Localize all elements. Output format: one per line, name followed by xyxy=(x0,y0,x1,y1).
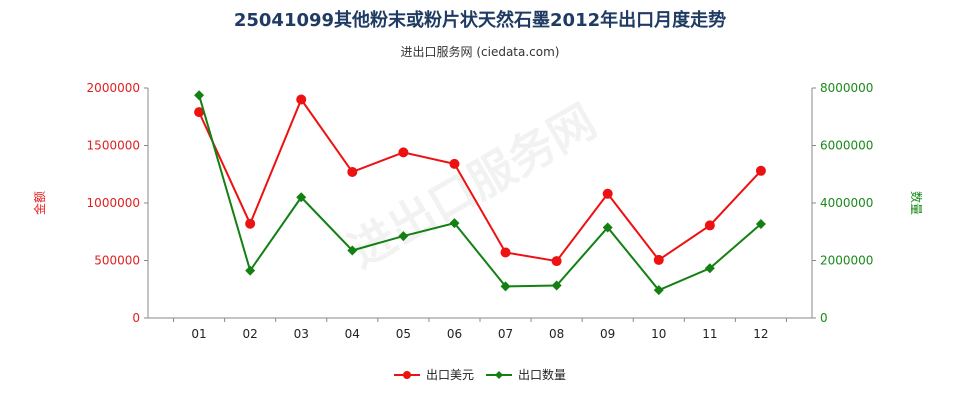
chart-subtitle: 进出口服务网 (ciedata.com) xyxy=(401,44,560,59)
legend: 出口美元 出口数量 xyxy=(394,367,566,382)
usd-point xyxy=(704,220,715,231)
usd-point xyxy=(500,247,511,258)
x-tick-label: 05 xyxy=(396,327,411,341)
usd-point xyxy=(296,94,307,105)
left-tick-label: 1500000 xyxy=(87,139,140,153)
legend-marker xyxy=(403,371,411,379)
x-tick-label: 10 xyxy=(651,327,666,341)
qty-point xyxy=(449,218,460,229)
qty-point xyxy=(296,192,307,203)
x-tick-label: 07 xyxy=(498,327,513,341)
left-tick-label: 2000000 xyxy=(87,81,140,95)
qty-point xyxy=(755,218,766,229)
chart-title: 25041099其他粉末或粉片状天然石墨2012年出口月度走势 xyxy=(234,9,726,31)
qty-point xyxy=(602,222,613,233)
left-axis-label: 金额 xyxy=(32,191,47,215)
series-line-1 xyxy=(198,97,762,263)
right-tick-label: 0 xyxy=(820,311,828,325)
usd-point xyxy=(245,218,256,229)
usd-point xyxy=(755,165,766,176)
qty-point xyxy=(398,231,409,242)
usd-point xyxy=(653,254,664,265)
left-tick-label: 500000 xyxy=(94,254,140,268)
usd-point xyxy=(602,188,613,199)
usd-point xyxy=(398,147,409,158)
qty-point xyxy=(194,90,205,101)
qty-point xyxy=(551,280,562,291)
series-line-2 xyxy=(198,94,762,292)
x-tick-label: 09 xyxy=(600,327,615,341)
usd-point xyxy=(194,107,205,118)
x-tick-label: 01 xyxy=(191,327,206,341)
right-axis-label: 数量 xyxy=(909,191,924,215)
right-tick-label: 8000000 xyxy=(820,81,873,95)
x-tick-label: 03 xyxy=(294,327,309,341)
left-tick-label: 1000000 xyxy=(87,196,140,210)
qty-point xyxy=(653,285,664,296)
left-tick-label: 0 xyxy=(132,311,140,325)
legend-label: 出口美元 xyxy=(426,368,474,382)
x-tick-label: 06 xyxy=(447,327,462,341)
usd-point xyxy=(551,256,562,267)
right-tick-label: 2000000 xyxy=(820,254,873,268)
qty-point xyxy=(347,245,358,256)
legend-marker xyxy=(495,371,503,379)
qty-point xyxy=(704,263,715,274)
legend-label: 出口数量 xyxy=(518,367,566,382)
plot-area: 0 500000 1000000 1500000 2000000 0 2000000 4000… xyxy=(32,81,924,341)
qty-point xyxy=(500,281,511,292)
qty-point xyxy=(245,265,256,276)
right-tick-label: 6000000 xyxy=(820,139,873,153)
x-tick-label: 11 xyxy=(702,327,717,341)
usd-point xyxy=(449,158,460,169)
usd-point xyxy=(347,166,358,177)
x-tick-label: 08 xyxy=(549,327,564,341)
right-tick-label: 4000000 xyxy=(820,196,873,210)
x-tick-label: 12 xyxy=(753,327,768,341)
x-tick-label: 02 xyxy=(243,327,258,341)
x-tick-label: 04 xyxy=(345,327,360,341)
